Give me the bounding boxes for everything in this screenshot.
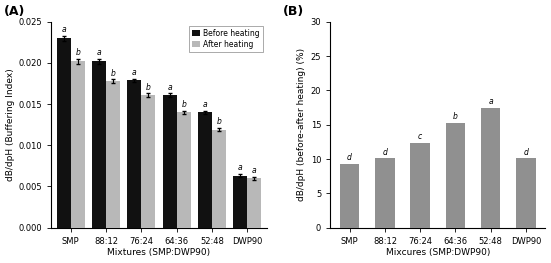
Text: c: c xyxy=(418,132,422,141)
Text: b: b xyxy=(111,69,116,78)
Text: b: b xyxy=(453,112,458,121)
Bar xyxy=(481,108,500,228)
Text: a: a xyxy=(132,68,137,77)
Bar xyxy=(142,95,155,228)
Text: b: b xyxy=(217,117,222,126)
X-axis label: Mixtures (SMP:DWP90): Mixtures (SMP:DWP90) xyxy=(107,249,210,257)
Text: d: d xyxy=(382,148,387,156)
Y-axis label: dB/dpH (Buffering Index): dB/dpH (Buffering Index) xyxy=(6,68,14,181)
Bar xyxy=(163,95,177,228)
Bar xyxy=(516,158,536,228)
Text: a: a xyxy=(203,100,207,109)
Text: d: d xyxy=(523,148,528,156)
Text: a: a xyxy=(238,164,242,173)
Text: a: a xyxy=(168,83,172,92)
Bar xyxy=(446,123,465,228)
Text: a: a xyxy=(488,97,493,106)
Bar xyxy=(198,112,212,228)
Bar xyxy=(92,61,106,228)
Bar xyxy=(106,81,120,228)
X-axis label: Mixcures (SMP:DWP90): Mixcures (SMP:DWP90) xyxy=(386,249,490,257)
Text: (B): (B) xyxy=(283,5,304,18)
Text: (A): (A) xyxy=(4,5,25,18)
Bar xyxy=(410,143,430,228)
Bar xyxy=(233,176,247,228)
Bar xyxy=(340,164,359,228)
Bar xyxy=(71,61,85,228)
Bar xyxy=(212,130,226,228)
Text: a: a xyxy=(252,166,257,175)
Bar xyxy=(177,112,191,228)
Bar xyxy=(247,178,261,228)
Legend: Before heating, After heating: Before heating, After heating xyxy=(190,26,263,52)
Text: b: b xyxy=(146,83,151,92)
Text: b: b xyxy=(181,100,186,109)
Bar xyxy=(57,38,71,228)
Bar xyxy=(127,80,142,228)
Y-axis label: dB/dpH (before-after heating) (%): dB/dpH (before-after heating) (%) xyxy=(298,48,306,201)
Text: a: a xyxy=(97,48,101,57)
Text: a: a xyxy=(61,25,66,34)
Bar xyxy=(375,158,395,228)
Text: d: d xyxy=(347,153,352,162)
Text: b: b xyxy=(75,48,80,57)
